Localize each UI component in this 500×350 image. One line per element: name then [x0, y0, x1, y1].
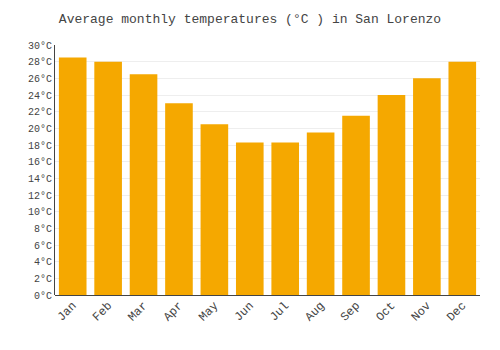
- svg-text:0°C: 0°C: [34, 291, 52, 302]
- svg-text:Jun: Jun: [232, 299, 257, 324]
- svg-text:Oct: Oct: [373, 299, 398, 324]
- svg-text:Aug: Aug: [303, 299, 328, 324]
- svg-text:Sep: Sep: [338, 299, 363, 324]
- svg-text:Nov: Nov: [409, 299, 434, 324]
- svg-text:24°C: 24°C: [28, 91, 52, 102]
- svg-text:Dec: Dec: [444, 299, 469, 324]
- svg-text:26°C: 26°C: [28, 74, 52, 85]
- svg-text:Jan: Jan: [55, 299, 80, 324]
- svg-text:Jul: Jul: [267, 299, 292, 324]
- svg-text:14°C: 14°C: [28, 174, 52, 185]
- svg-text:12°C: 12°C: [28, 191, 52, 202]
- svg-text:20°C: 20°C: [28, 124, 52, 135]
- svg-text:4°C: 4°C: [34, 257, 52, 268]
- svg-text:8°C: 8°C: [34, 224, 52, 235]
- svg-text:16°C: 16°C: [28, 157, 52, 168]
- svg-text:22°C: 22°C: [28, 107, 52, 118]
- svg-text:2°C: 2°C: [34, 274, 52, 285]
- svg-text:6°C: 6°C: [34, 241, 52, 252]
- svg-text:30°C: 30°C: [28, 41, 52, 52]
- svg-text:Feb: Feb: [90, 299, 115, 324]
- svg-text:Apr: Apr: [161, 299, 186, 324]
- svg-text:Mar: Mar: [125, 299, 150, 324]
- svg-text:Average monthly temperatures (: Average monthly temperatures (°C ) in Sa…: [59, 12, 441, 27]
- svg-text:28°C: 28°C: [28, 57, 52, 68]
- svg-text:10°C: 10°C: [28, 207, 52, 218]
- svg-text:May: May: [196, 299, 221, 324]
- svg-text:18°C: 18°C: [28, 141, 52, 152]
